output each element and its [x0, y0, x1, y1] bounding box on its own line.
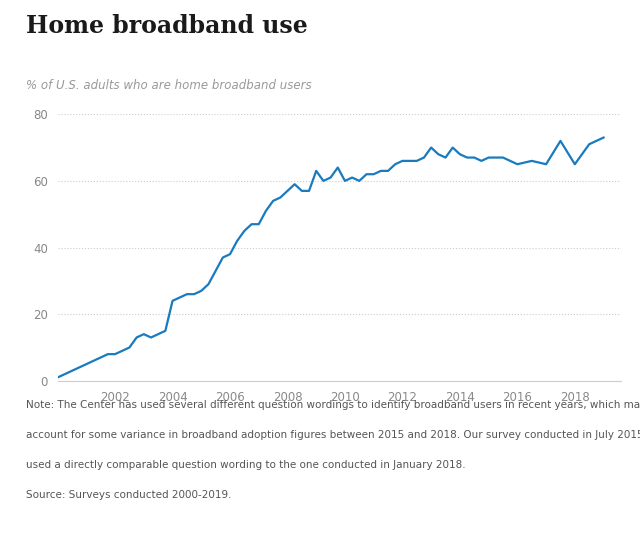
Text: Source: Surveys conducted 2000-2019.: Source: Surveys conducted 2000-2019. [26, 490, 231, 499]
Text: % of U.S. adults who are home broadband users: % of U.S. adults who are home broadband … [26, 79, 311, 92]
Text: Home broadband use: Home broadband use [26, 14, 307, 38]
Text: used a directly comparable question wording to the one conducted in January 2018: used a directly comparable question word… [26, 460, 465, 469]
Text: Note: The Center has used several different question wordings to identify broadb: Note: The Center has used several differ… [26, 400, 640, 410]
Text: account for some variance in broadband adoption figures between 2015 and 2018. O: account for some variance in broadband a… [26, 430, 640, 440]
